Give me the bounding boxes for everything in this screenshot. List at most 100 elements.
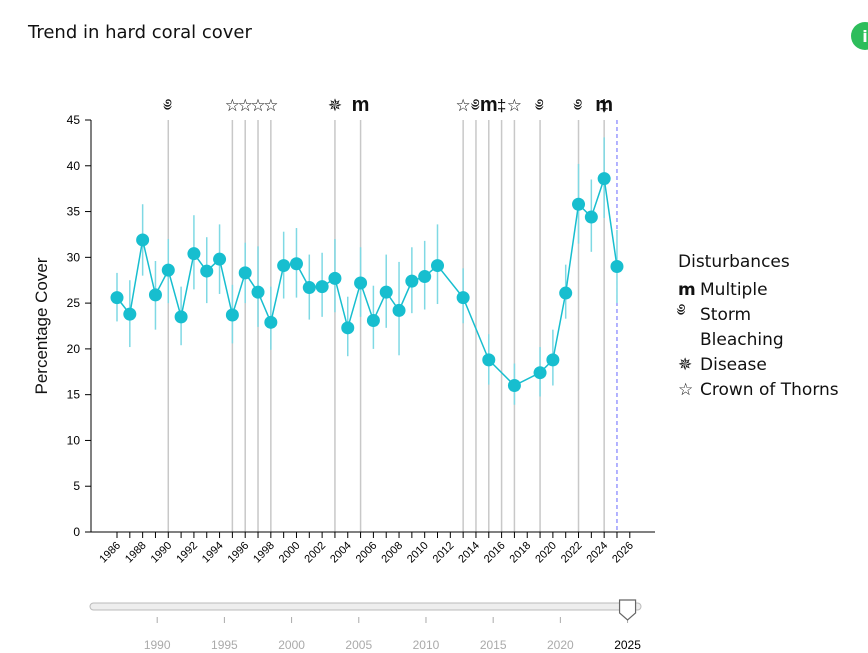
multiple-icon: m — [678, 279, 696, 300]
virus-icon: ✵ — [328, 96, 342, 115]
x-tick-label: 2016 — [482, 540, 508, 566]
info-icon[interactable]: i — [851, 22, 868, 50]
data-point[interactable] — [559, 286, 573, 300]
slider-track[interactable] — [89, 602, 642, 611]
y-axis-label: Percentage Cover — [32, 257, 51, 394]
slider-tick-label: 2015 — [480, 638, 507, 652]
y-tick-label: 0 — [73, 525, 80, 539]
chart-title: Trend in hard coral cover — [28, 22, 252, 43]
y-tick-label: 10 — [67, 433, 81, 447]
data-point[interactable] — [341, 321, 355, 335]
data-point[interactable] — [148, 288, 162, 302]
storm-icon: ༅ — [470, 96, 480, 115]
data-point[interactable] — [533, 366, 547, 380]
y-tick-label: 40 — [67, 159, 81, 173]
data-point[interactable] — [507, 379, 521, 393]
data-point[interactable] — [136, 233, 150, 247]
data-point[interactable] — [200, 264, 214, 278]
x-tick-label: 2010 — [405, 540, 431, 566]
multiple-icon: m — [352, 94, 370, 116]
x-tick-label: 2000 — [277, 540, 303, 566]
x-tick-label: 2006 — [354, 540, 380, 566]
slider-tick-label: 2010 — [413, 638, 440, 652]
x-tick-label: 2024 — [584, 540, 610, 566]
y-tick-label: 35 — [67, 205, 81, 219]
data-point[interactable] — [456, 291, 470, 305]
x-tick-label: 1988 — [123, 540, 149, 566]
x-tick-label: 2004 — [328, 540, 354, 566]
storm-icon: ༅ — [163, 96, 173, 115]
data-point[interactable] — [379, 285, 393, 299]
data-point[interactable] — [572, 197, 586, 211]
data-point[interactable] — [354, 276, 368, 290]
x-tick-label: 1996 — [226, 540, 252, 566]
data-point[interactable] — [584, 210, 598, 224]
x-tick-label: 2014 — [456, 540, 482, 566]
data-point[interactable] — [302, 281, 316, 295]
data-point[interactable] — [418, 270, 432, 284]
star-icon: ☆ — [263, 96, 278, 115]
y-tick-label: 25 — [67, 296, 81, 310]
legend-item-storm: ༅ Storm — [678, 301, 839, 327]
x-tick-label: 2022 — [559, 540, 585, 566]
slider-handle[interactable] — [618, 599, 637, 621]
x-tick-label: 1986 — [97, 540, 123, 566]
y-tick-label: 5 — [73, 479, 80, 493]
x-tick-label: 1998 — [251, 540, 277, 566]
data-point[interactable] — [187, 247, 201, 261]
slider-tick-label: 2005 — [345, 638, 372, 652]
data-point[interactable] — [546, 353, 560, 367]
thermometer-icon: ‡ — [599, 96, 608, 115]
star-icon: ☆ — [456, 96, 471, 115]
virus-icon: ✵ — [678, 354, 693, 375]
data-point[interactable] — [610, 259, 624, 273]
data-point[interactable] — [225, 308, 239, 322]
x-tick-label: 2020 — [533, 540, 559, 566]
slider-tick-label: 1995 — [211, 638, 238, 652]
y-tick-label: 20 — [67, 342, 81, 356]
x-tick-label: 2018 — [508, 540, 534, 566]
star-icon: ☆ — [250, 96, 265, 115]
multiple-icon: m — [480, 94, 498, 116]
data-point[interactable] — [366, 314, 380, 328]
data-point[interactable] — [597, 172, 611, 186]
legend: Disturbances m Multiple ༅ Storm Bleaching … — [678, 252, 839, 402]
data-point[interactable] — [123, 307, 137, 321]
data-point[interactable] — [238, 266, 252, 280]
data-point[interactable] — [328, 271, 342, 285]
thermometer-icon: ‡ — [497, 96, 506, 115]
data-point[interactable] — [405, 274, 419, 288]
data-point[interactable] — [392, 303, 406, 317]
x-tick-label: 1994 — [200, 540, 226, 566]
data-point[interactable] — [174, 310, 188, 324]
slider-tick-label: 2000 — [278, 638, 305, 652]
y-tick-label: 30 — [67, 250, 81, 264]
multiple-icon: m — [595, 94, 613, 116]
x-tick-label: 2026 — [610, 540, 636, 566]
slider-tick-label: 2025 — [614, 638, 641, 652]
storm-icon: ༅ — [573, 96, 583, 115]
x-tick-label: 2012 — [431, 540, 457, 566]
data-point[interactable] — [277, 259, 291, 273]
data-point[interactable] — [431, 259, 444, 273]
x-tick-label: 1990 — [149, 540, 175, 566]
data-point[interactable] — [110, 291, 124, 305]
x-tick-label: 2008 — [379, 540, 405, 566]
data-point[interactable] — [213, 252, 227, 266]
star-icon: ☆ — [225, 96, 240, 115]
storm-icon: ༅ — [534, 96, 544, 115]
data-point[interactable] — [482, 353, 496, 367]
star-icon: ☆ — [678, 379, 694, 400]
y-tick-label: 15 — [67, 388, 81, 402]
data-point[interactable] — [264, 315, 278, 329]
legend-item-disease: ✵ Disease — [678, 354, 767, 375]
storm-icon: ༅ — [678, 300, 686, 321]
data-point[interactable] — [161, 263, 175, 277]
legend-item-multiple: m Multiple — [678, 279, 768, 300]
data-point[interactable] — [289, 257, 303, 271]
data-point[interactable] — [251, 285, 265, 299]
star-icon: ☆ — [507, 96, 522, 115]
x-tick-label: 2002 — [302, 540, 328, 566]
data-point[interactable] — [315, 280, 329, 294]
